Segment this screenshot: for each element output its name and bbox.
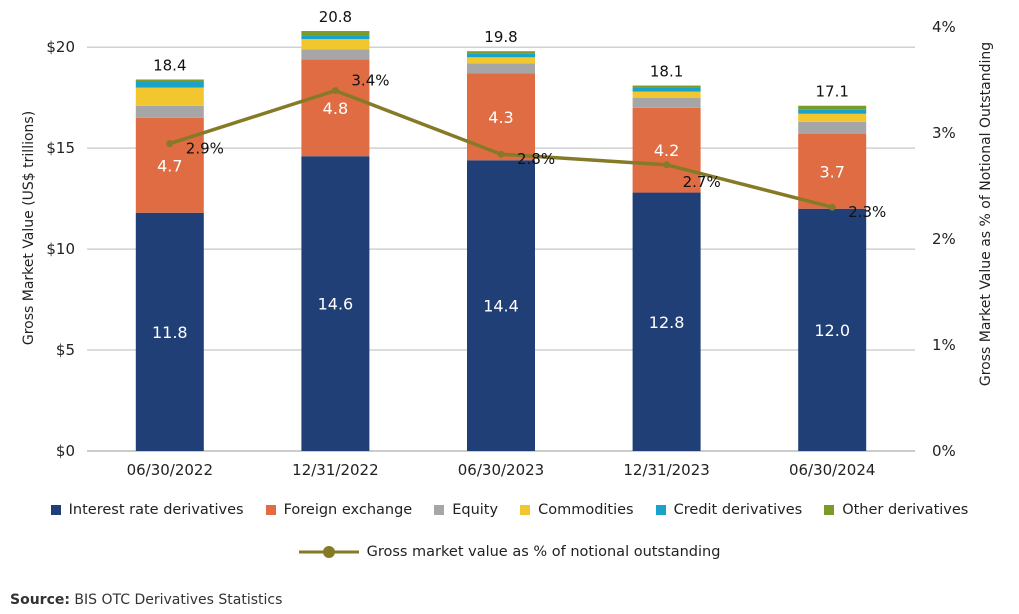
- legend-item: Interest rate derivatives: [50, 502, 244, 518]
- line-data-label: 2.7%: [683, 173, 721, 191]
- line-data-label: 2.3%: [848, 203, 886, 221]
- legend-line: Gross market value as % of notional outs…: [0, 544, 1019, 560]
- line-point: [497, 150, 505, 158]
- total-label: 18.4: [153, 56, 186, 74]
- bar-segment: [301, 59, 370, 157]
- legend-swatch-icon: [824, 505, 835, 515]
- bar-segment: [632, 192, 701, 452]
- y-axis-title: Gross Market Value (US$ trillions): [21, 111, 37, 345]
- legend-label: Foreign exchange: [283, 502, 413, 518]
- line-data-label: 3.4%: [351, 72, 389, 90]
- y2-tick-label: 4%: [932, 18, 956, 36]
- y-tick-label: $0: [56, 442, 75, 460]
- bar-segment: [798, 121, 867, 135]
- bar-segment: [301, 156, 370, 451]
- bar-segment: [135, 105, 204, 118]
- legend-item: Credit derivatives: [655, 502, 803, 518]
- bar-segment: [301, 39, 370, 50]
- line-point: [166, 140, 174, 148]
- bar-segment: [301, 49, 370, 60]
- bar-segment: [632, 91, 701, 98]
- y2-tick-label: 3%: [932, 124, 956, 142]
- y2-tick-label: 2%: [932, 230, 956, 248]
- bar-segment: [135, 81, 204, 88]
- y-tick-label: $5: [56, 341, 75, 359]
- bar-segment: [301, 31, 370, 36]
- bar-segment: [632, 97, 701, 108]
- bar-segment: [632, 85, 701, 88]
- legend-item: Foreign exchange: [265, 502, 413, 518]
- bar-segment: [135, 79, 204, 82]
- bar-data-label: 4.7: [157, 156, 182, 175]
- bar-data-label: 12.8: [649, 313, 685, 332]
- y2-tick-label: 0%: [932, 442, 956, 460]
- bar-segment: [135, 117, 204, 213]
- bar-data-label: 14.6: [318, 295, 354, 314]
- source-label: Source:: [10, 592, 70, 608]
- legend-item-line: Gross market value as % of notional outs…: [298, 544, 721, 560]
- x-tick-label: 06/30/2024: [789, 461, 875, 479]
- legend-bars: Interest rate derivatives Foreign exchang…: [0, 502, 1019, 518]
- line-data-label: 2.9%: [186, 140, 224, 158]
- bar-segment: [632, 107, 701, 193]
- line-point: [331, 87, 339, 95]
- legend-swatch-icon: [520, 505, 531, 515]
- bar-segment: [135, 87, 204, 106]
- x-tick-label: 12/31/2022: [292, 461, 378, 479]
- legend-item: Equity: [434, 502, 498, 518]
- bar-segment: [467, 53, 535, 58]
- x-tick-label: 06/30/2023: [458, 461, 544, 479]
- total-label: 17.1: [815, 83, 848, 101]
- total-label: 20.8: [319, 8, 352, 26]
- y-tick-label: $10: [46, 240, 75, 258]
- bar-segment: [798, 109, 867, 114]
- bar-segment: [632, 87, 701, 92]
- bar-data-label: 4.8: [323, 99, 348, 118]
- legend-label: Credit derivatives: [673, 502, 803, 518]
- y-tick-label: $20: [46, 38, 75, 56]
- bar-data-label: 4.2: [654, 141, 679, 160]
- legend-label: Interest rate derivatives: [68, 502, 244, 518]
- source-note: Source: BIS OTC Derivatives Statistics: [10, 592, 282, 608]
- bar-segment: [798, 105, 867, 110]
- x-tick-label: 06/30/2022: [127, 461, 213, 479]
- legend-label: Other derivatives: [842, 502, 969, 518]
- bar-segment: [467, 57, 535, 64]
- y2-tick-label: 1%: [932, 336, 956, 354]
- legend-swatch-icon: [655, 505, 666, 515]
- y2-axis-title: Gross Market Value as % of Notional Outs…: [978, 42, 994, 386]
- bar-segment: [798, 134, 867, 209]
- legend-label: Equity: [452, 502, 499, 518]
- legend-item: Other derivatives: [824, 502, 968, 518]
- bar-segment: [798, 208, 867, 451]
- x-tick-label: 12/31/2023: [623, 461, 709, 479]
- line-point: [828, 203, 836, 211]
- bar-data-label: 14.4: [483, 297, 519, 316]
- bar-segment: [798, 113, 867, 122]
- legend-label: Gross market value as % of notional outs…: [366, 544, 721, 560]
- legend-swatch-icon: [265, 505, 276, 515]
- chart-canvas: $0 $5 $10 $15 $20 0% 1% 2% 3% 4% Gross Market Valu…: [21, 8, 994, 479]
- legend-item: Commodities: [520, 502, 634, 518]
- line-data-label: 2.8%: [517, 150, 555, 168]
- legend-swatch-icon: [50, 505, 61, 515]
- bar-data-label: 3.7: [819, 162, 844, 181]
- bar-segment: [467, 160, 535, 451]
- source-text: BIS OTC Derivatives Statistics: [69, 592, 283, 608]
- legend-swatch-icon: [434, 505, 445, 515]
- bar-data-label: 12.0: [814, 321, 850, 340]
- line-point: [663, 161, 671, 169]
- bar-data-label: 4.3: [488, 108, 513, 127]
- line-marker-icon: [298, 546, 359, 558]
- legend-label: Commodities: [538, 502, 634, 518]
- total-label: 18.1: [650, 63, 683, 81]
- bar-data-label: 11.8: [152, 323, 188, 342]
- bar-segment: [467, 51, 535, 54]
- bar-segment: [301, 35, 370, 40]
- y-tick-label: $15: [46, 139, 75, 157]
- total-label: 19.8: [484, 28, 517, 46]
- bar-segment: [135, 212, 204, 451]
- bar-segment: [467, 63, 535, 74]
